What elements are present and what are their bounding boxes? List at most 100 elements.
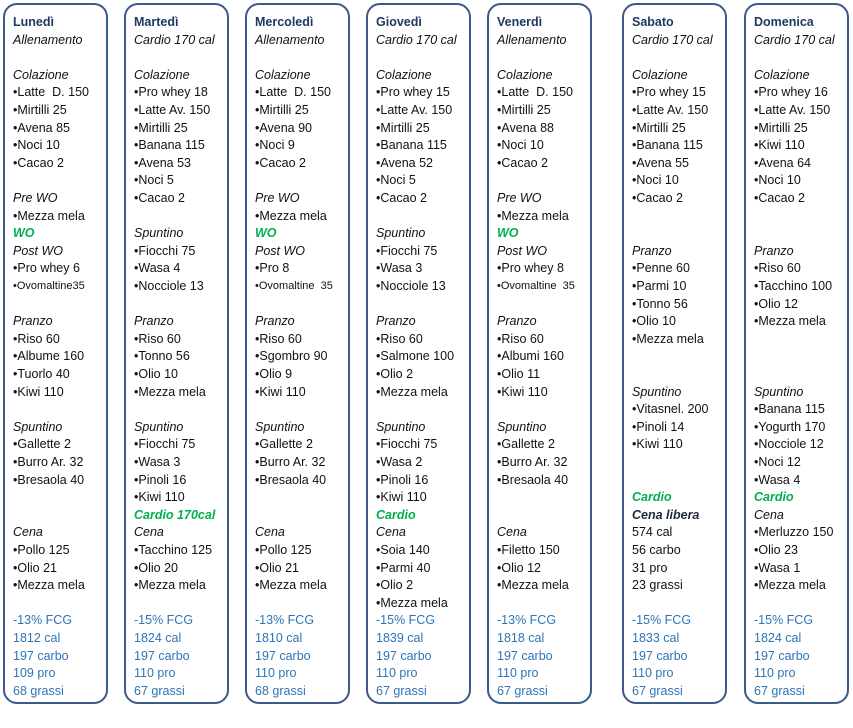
food-item: Fiocchi 75: [134, 435, 195, 453]
food-item: Noci 9: [255, 136, 294, 154]
food-item: Mezza mela: [497, 576, 568, 594]
summary-line: 110 pro: [754, 666, 796, 681]
food-item: Parmi 40: [376, 559, 430, 577]
section-heading: Colazione: [497, 67, 553, 82]
food-item: Yogurth 170: [754, 418, 825, 436]
food-item: Pollo 125: [255, 541, 311, 559]
food-item: Cacao 2: [754, 189, 805, 207]
section-heading: Colazione: [376, 67, 432, 82]
section-heading: Pranzo: [13, 314, 53, 329]
food-item: Pro whey 15: [376, 83, 449, 101]
food-item: Vitasnel. 200: [632, 400, 708, 418]
food-item: Albumi 160: [497, 347, 564, 365]
section-heading: Pre WO: [13, 191, 58, 205]
food-item: Latte Av. 150: [134, 101, 210, 119]
day-title: Mercoledì: [255, 15, 314, 29]
food-item: Banana 115: [632, 136, 703, 154]
food-item: Albume 160: [13, 347, 84, 365]
food-item: Kiwi 110: [255, 383, 305, 401]
food-item: Cacao 2: [13, 154, 64, 172]
section-heading: Colazione: [134, 67, 190, 82]
food-item: Latte Av. 150: [754, 101, 830, 119]
food-item: Pro whey 16: [754, 83, 827, 101]
summary-line: 68 grassi: [13, 683, 64, 698]
day-column: Martedì Cardio 170 cal ColazionePro whey 1…: [124, 3, 229, 704]
section-heading: Post WO: [497, 243, 548, 258]
food-item: Latte Av. 150: [376, 101, 452, 119]
food-item: Mezza mela: [255, 207, 326, 225]
food-item: Avena 55: [632, 154, 689, 172]
food-item: Pro whey 8: [497, 259, 564, 277]
food-item: Olio 21: [13, 559, 57, 577]
cardio-note: Cardio: [754, 490, 794, 505]
day-title: Giovedì: [376, 15, 422, 29]
food-item: Olio 10: [632, 312, 676, 330]
cardio-note: Cardio: [632, 490, 672, 505]
section-heading: Pre WO: [255, 191, 300, 205]
plan-label: Allenamento: [255, 32, 325, 47]
food-item: Parmi 10: [632, 277, 686, 295]
section-heading: Colazione: [632, 67, 688, 82]
food-item: Mirtilli 25: [754, 119, 807, 137]
food-item: Fiocchi 75: [134, 242, 195, 260]
summary-line: 1833 cal: [632, 631, 680, 645]
food-item: Filetto 150: [497, 541, 559, 559]
summary-line: 110 pro: [497, 666, 539, 681]
food-item: Avena 52: [376, 154, 433, 172]
food-item: Olio 12: [497, 559, 541, 577]
food-item: Olio 23: [754, 541, 798, 559]
food-item: Mirtilli 25: [497, 101, 550, 119]
food-item: Cacao 2: [632, 189, 683, 207]
food-item: Riso 60: [376, 330, 422, 348]
section-heading: Spuntino: [754, 384, 804, 399]
section-heading: Pranzo: [255, 314, 295, 329]
cardio-note: Cardio: [376, 507, 416, 522]
day-column: Sabato Cardio 170 cal ColazionePro whey 15…: [622, 3, 727, 704]
food-item: Riso 60: [134, 330, 180, 348]
food-item: Cacao 2: [497, 154, 548, 172]
food-item: Pinoli 14: [632, 418, 684, 436]
section-heading: Spuntino: [13, 419, 63, 434]
food-item: Pro whey 18: [134, 83, 207, 101]
plan-label: Cardio 170 cal: [754, 32, 835, 47]
macro-line: 31 pro: [632, 560, 668, 575]
food-item: Riso 60: [13, 330, 59, 348]
food-item: Burro Ar. 32: [13, 453, 83, 471]
section-heading: Spuntino: [632, 384, 682, 399]
summary-line: -15% FCG: [754, 613, 814, 628]
food-item: Cacao 2: [376, 189, 427, 207]
food-item: Mezza mela: [255, 576, 326, 594]
food-item: Gallette 2: [255, 435, 313, 453]
food-item: Mezza mela: [376, 383, 447, 401]
food-item: Mezza mela: [632, 330, 703, 348]
food-item: Mezza mela: [497, 207, 568, 225]
summary-line: 109 pro: [13, 666, 56, 681]
food-item: Tonno 56: [632, 295, 687, 313]
summary-line: 197 carbo: [13, 648, 69, 663]
food-item: Mezza mela: [13, 576, 84, 594]
food-item: Bresaola 40: [497, 471, 568, 489]
summary-line: -15% FCG: [376, 613, 436, 628]
day-title: Lunedì: [13, 15, 54, 29]
food-item: Nocciole 12: [754, 435, 823, 453]
summary-line: 197 carbo: [255, 648, 311, 663]
food-item: Mezza mela: [134, 383, 205, 401]
food-item: Merluzzo 150: [754, 523, 833, 541]
day-column: Domenica Cardio 170 cal ColazionePro whey …: [744, 3, 849, 704]
food-item: Noci 12: [754, 453, 800, 471]
food-item: Mezza mela: [754, 576, 825, 594]
macro-line: 56 carbo: [632, 543, 681, 557]
summary-line: 110 pro: [376, 666, 418, 681]
food-item: Mirtilli 25: [134, 119, 187, 137]
section-heading: Cena: [13, 525, 43, 540]
food-item: Avena 64: [754, 154, 811, 172]
plan-label: Allenamento: [13, 32, 83, 47]
day-title: Martedì: [134, 15, 179, 29]
summary-line: 197 carbo: [754, 648, 810, 663]
section-heading: Spuntino: [134, 419, 184, 434]
food-item: Olio 12: [754, 295, 798, 313]
food-item: Nocciole 13: [376, 277, 445, 295]
plan-label: Cardio 170 cal: [134, 32, 215, 47]
food-item: Riso 60: [754, 259, 800, 277]
food-item: Noci 10: [754, 171, 800, 189]
